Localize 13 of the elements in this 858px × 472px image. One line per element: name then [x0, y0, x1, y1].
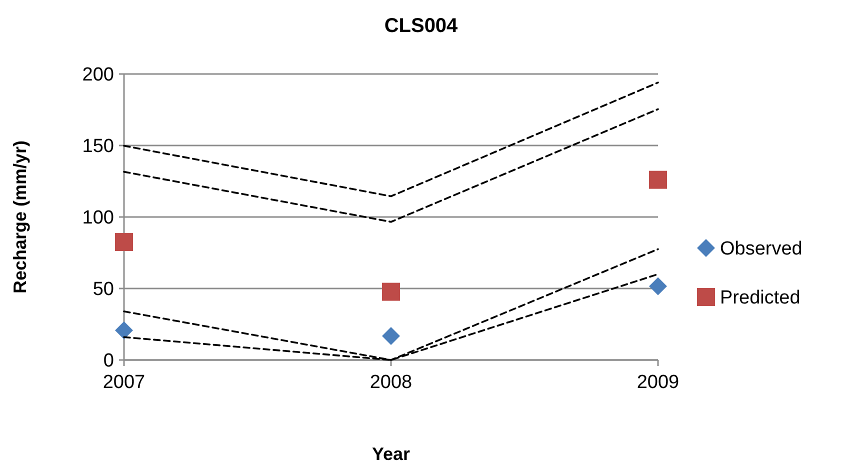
y-tick-label: 0 — [103, 350, 114, 372]
legend-label: Observed — [720, 238, 802, 260]
y-axis-title: Recharge (mm/yr) — [10, 140, 30, 294]
x-axis-title: Year — [372, 444, 410, 464]
y-tick-label: 150 — [82, 136, 114, 158]
legend-label: Predicted — [720, 288, 800, 309]
y-tick-label: 100 — [82, 208, 114, 229]
x-tick-label: 2008 — [370, 372, 412, 393]
y-tick-label: 200 — [82, 64, 114, 86]
x-tick-label: 2009 — [636, 372, 680, 393]
chart-title: CLS004 — [384, 15, 459, 37]
y-tick-label: 50 — [92, 279, 114, 300]
x-tick-label: 2007 — [102, 372, 146, 393]
